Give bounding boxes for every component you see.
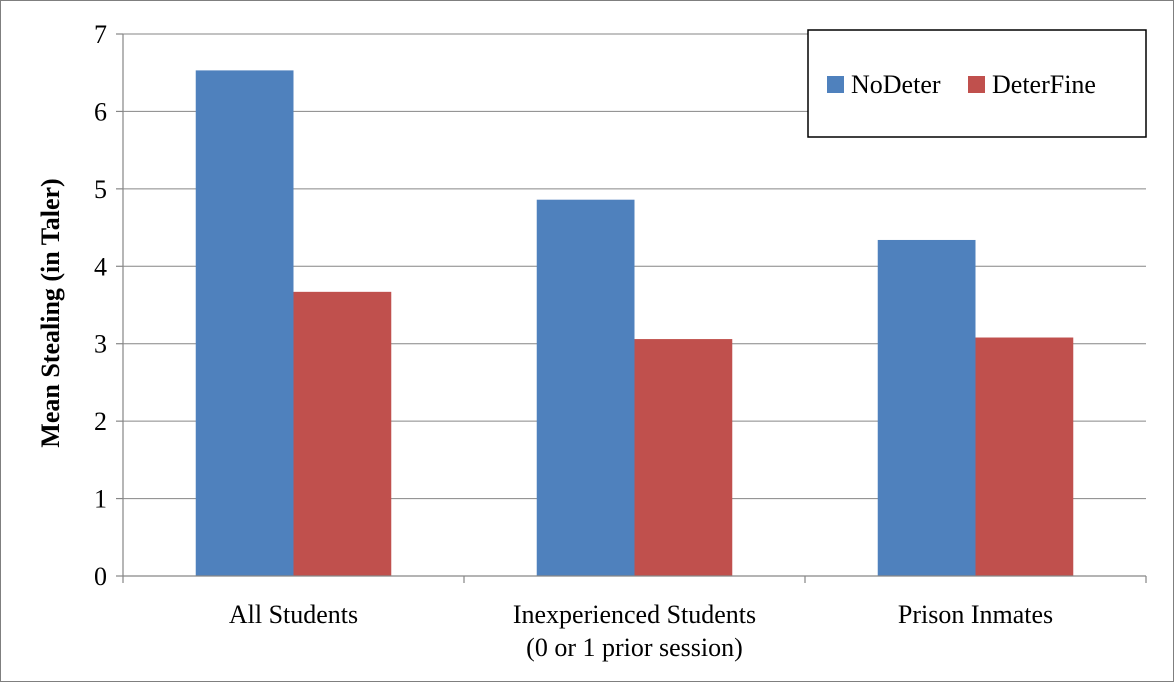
- bar-deterfine-1: [634, 339, 733, 576]
- y-tick-label: 3: [94, 330, 107, 359]
- bar-deterfine-0: [293, 291, 392, 576]
- y-tick-label: 1: [94, 485, 107, 514]
- x-category-labels: All Students Inexperienced Students (0 or …: [229, 600, 1053, 662]
- y-tick-label: 7: [94, 20, 107, 49]
- legend-swatch-nodeter: [827, 76, 844, 93]
- legend: NoDeter DeterFine: [807, 29, 1147, 138]
- bars: [195, 70, 1074, 577]
- y-tick-labels: 0 1 2 3 4 5 6 7: [94, 20, 107, 591]
- bar-nodeter-2: [877, 239, 976, 576]
- bar-nodeter-1: [536, 199, 635, 576]
- legend-swatch-deterfine: [968, 76, 985, 93]
- y-tick-label: 0: [94, 562, 107, 591]
- bar-deterfine-2: [975, 337, 1074, 576]
- y-axis-title: Mean Stealing (in Taler): [36, 178, 65, 447]
- x-category-label: Prison Inmates: [898, 600, 1053, 629]
- y-tick-label: 4: [94, 252, 107, 281]
- bar-nodeter-0: [195, 70, 294, 577]
- y-tick-label: 6: [94, 97, 107, 126]
- y-tick-label: 5: [94, 175, 107, 204]
- legend-label-deterfine: DeterFine: [992, 70, 1096, 99]
- x-category-label: All Students: [229, 600, 358, 629]
- legend-label-nodeter: NoDeter: [851, 70, 941, 99]
- x-category-label: (0 or 1 prior session): [526, 633, 743, 662]
- x-category-label: Inexperienced Students: [513, 600, 756, 629]
- y-tick-label: 2: [94, 407, 107, 436]
- axes: [116, 33, 1147, 583]
